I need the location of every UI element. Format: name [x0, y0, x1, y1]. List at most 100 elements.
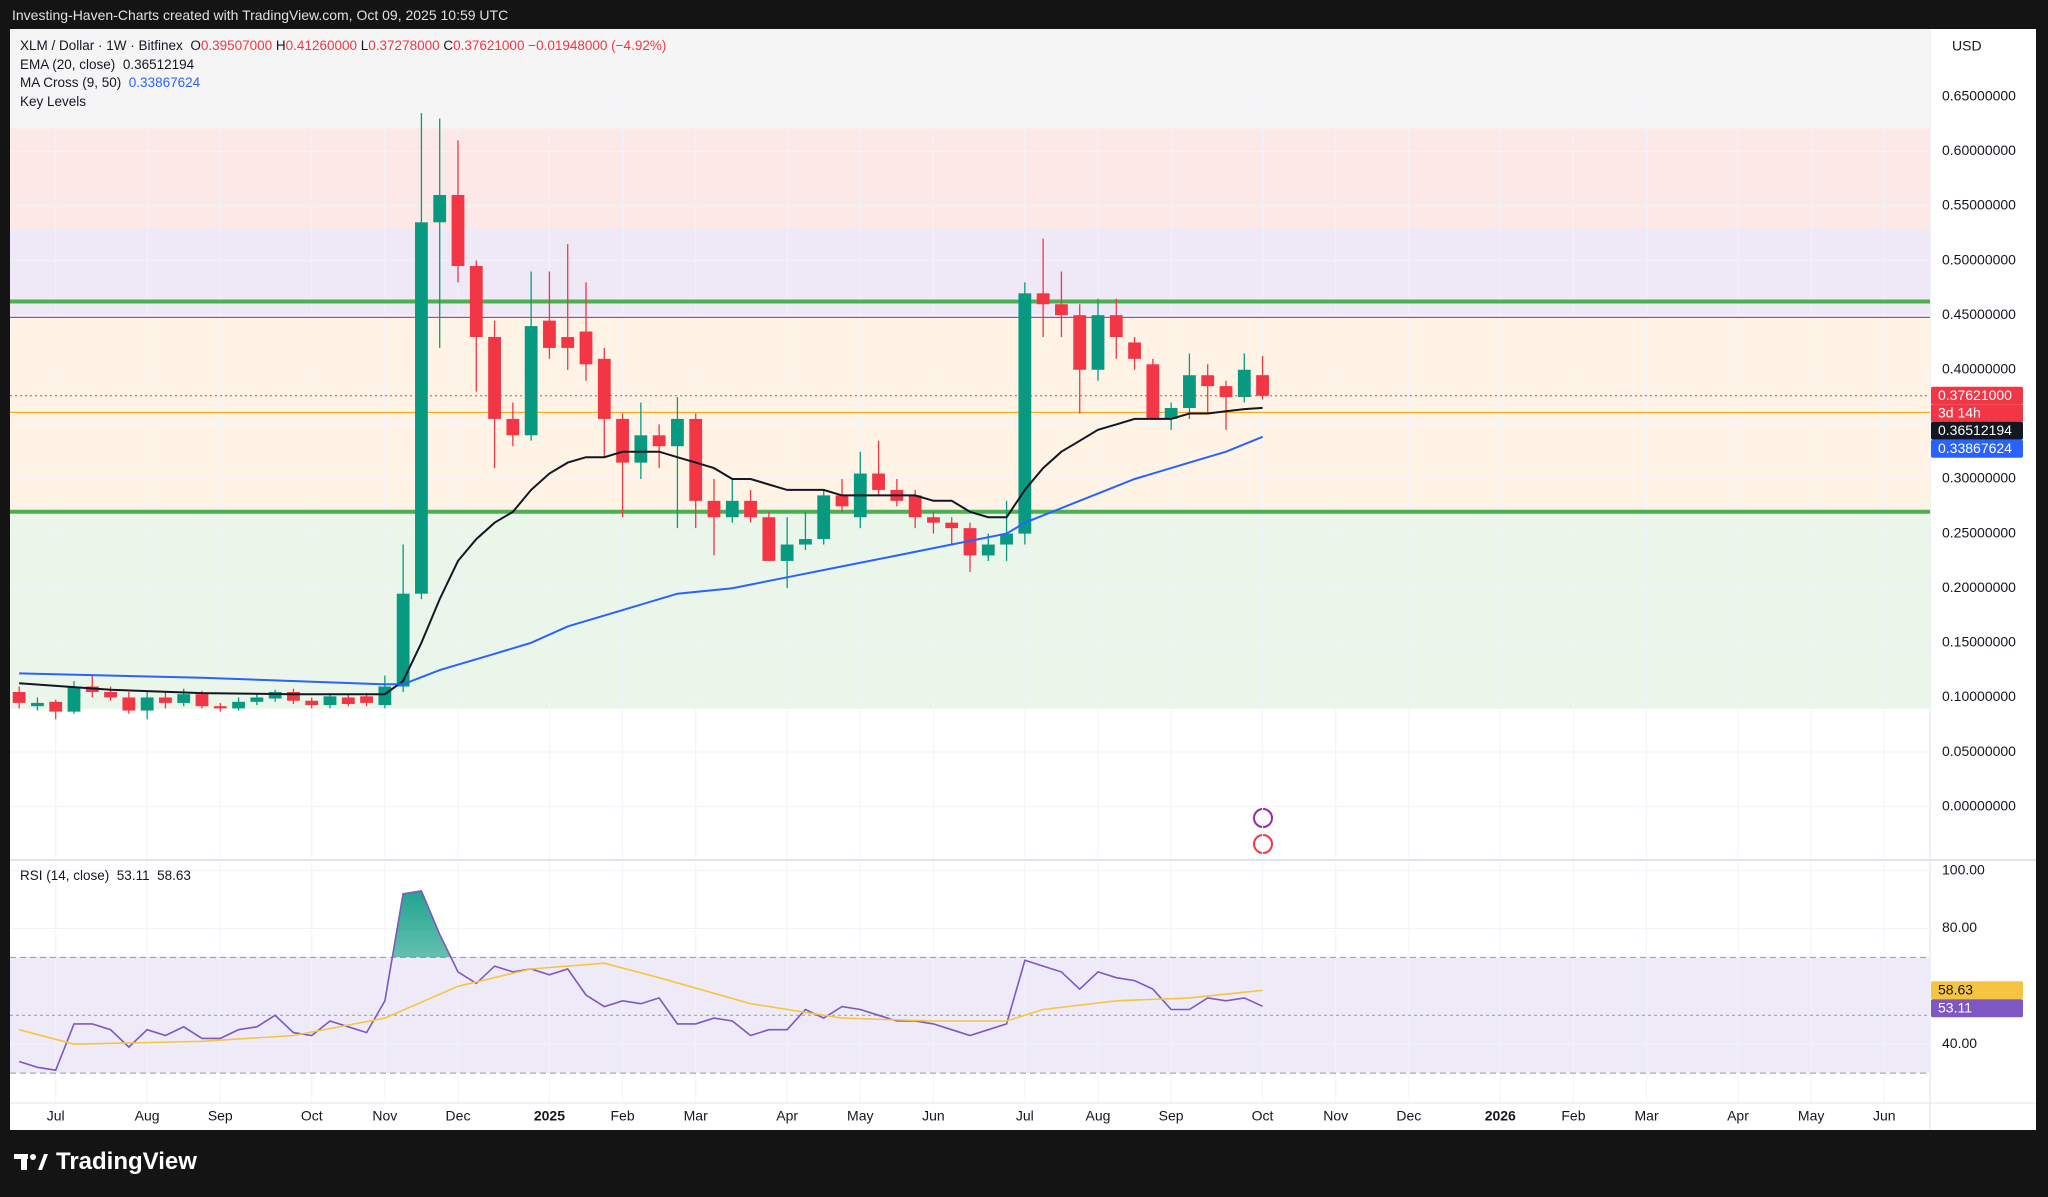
- candle-body: [1164, 408, 1178, 419]
- y-tick-label: 0.00000000: [1942, 797, 2016, 813]
- x-tick-label: Aug: [135, 1108, 160, 1124]
- y-tick-label: 0.60000000: [1942, 142, 2016, 158]
- y-tick-label: 80.00: [1942, 919, 1977, 935]
- badge-note: 3d 14h: [1938, 404, 1981, 420]
- candle-body: [415, 222, 428, 594]
- indicator-name: RSI (14, close): [20, 868, 110, 883]
- candle-body: [817, 495, 831, 540]
- price-badge: [1931, 999, 2023, 1018]
- legend-row: XLM / Dollar · 1W · Bitfinex O0.39507000…: [20, 37, 666, 56]
- candle-body: [927, 517, 940, 523]
- key-level-zone: [10, 317, 1930, 512]
- indicator-value: 0.33867624: [128, 75, 201, 90]
- candle-body: [1146, 364, 1160, 419]
- brand-logo: [14, 1154, 48, 1170]
- ohlc: O0.39507000 H0.41260000 L0.37278000 C0.3…: [190, 38, 528, 53]
- candle-body: [1128, 342, 1141, 359]
- candle-body: [268, 691, 282, 699]
- y-tick-label: 0.40000000: [1942, 360, 2016, 376]
- candle-body: [1036, 293, 1050, 305]
- candle-body: [250, 697, 264, 702]
- key-level-zone: [10, 229, 1930, 318]
- x-tick-label: Oct: [1252, 1108, 1274, 1124]
- price-badge-label: 0.37621000: [1938, 387, 2012, 403]
- candle-body: [67, 686, 81, 712]
- candle-body: [543, 320, 556, 348]
- x-tick-label: Apr: [1727, 1108, 1749, 1124]
- y-tick-label: 0.15000000: [1942, 634, 2016, 650]
- y-tick-label: 0.20000000: [1942, 579, 2016, 595]
- candle-body: [652, 435, 666, 447]
- candle-body: [707, 500, 721, 518]
- candle-body: [671, 418, 684, 447]
- candle-body: [433, 195, 447, 223]
- candle-body: [287, 691, 300, 701]
- candle-body: [469, 266, 483, 338]
- candle-body: [524, 326, 538, 436]
- x-tick-label: Mar: [1635, 1108, 1659, 1124]
- key-level-zone: [10, 128, 1930, 230]
- currency-label: USD: [1952, 38, 1982, 54]
- x-tick-label: Nov: [372, 1108, 397, 1124]
- indicator-value: 58.63: [157, 868, 191, 883]
- candle-body: [872, 473, 885, 490]
- candle-body: [1055, 304, 1068, 316]
- indicator-value: 0.36512194: [122, 56, 195, 72]
- x-tick-label: Nov: [1323, 1108, 1348, 1124]
- x-tick-label: 2025: [534, 1108, 565, 1124]
- candle-body: [396, 593, 410, 687]
- y-tick-label: 0.30000000: [1942, 470, 2016, 486]
- brand-name: TradingView: [56, 1148, 197, 1175]
- candle-body: [725, 500, 739, 518]
- x-tick-label: May: [1798, 1108, 1824, 1124]
- x-tick-label: Oct: [301, 1108, 323, 1124]
- y-tick-label: 0.25000000: [1942, 524, 2016, 540]
- candle-body: [1109, 315, 1123, 338]
- candle-body: [1237, 369, 1251, 398]
- candle-body: [323, 696, 337, 706]
- rsi-line: [18, 890, 1263, 1072]
- x-tick-label: Jun: [1873, 1108, 1896, 1124]
- x-tick-label: May: [847, 1108, 873, 1124]
- candle-body: [1000, 533, 1013, 545]
- y-tick-label: 0.10000000: [1942, 688, 2016, 704]
- candle-body: [305, 700, 319, 706]
- candle-body: [616, 418, 629, 463]
- ohlc-key: C: [443, 38, 454, 53]
- x-tick-label: Mar: [684, 1108, 708, 1124]
- candle-body: [981, 544, 995, 556]
- candle-body: [341, 697, 355, 704]
- ohlc-value: 0.39507000: [200, 38, 273, 53]
- candle-body: [689, 418, 703, 501]
- candle-body: [780, 544, 794, 561]
- candle-body: [360, 696, 373, 703]
- legend-row: Key Levels: [20, 93, 666, 112]
- change: −0.01948000 (−4.92%): [528, 38, 667, 53]
- candle-body: [122, 697, 136, 711]
- candle-body: [1256, 375, 1269, 396]
- x-tick-label: Apr: [776, 1108, 798, 1124]
- ohlc-key: O: [190, 38, 201, 53]
- candle-body: [488, 337, 501, 419]
- candle-body: [451, 195, 465, 267]
- candle-body: [104, 691, 117, 698]
- indicator-name: MA Cross (9, 50): [20, 75, 122, 90]
- candle-body: [232, 701, 245, 709]
- legend-row: EMA (20, close) 0.36512194: [20, 56, 666, 75]
- x-tick-label: Dec: [1396, 1108, 1421, 1124]
- x-tick-label: Jun: [922, 1108, 945, 1124]
- x-tick-label: Sep: [208, 1108, 233, 1124]
- y-tick-label: 0.65000000: [1942, 87, 2016, 103]
- ohlc-key: H: [275, 38, 286, 53]
- indicator-line: [19, 435, 1263, 686]
- price-badge: [1931, 421, 2023, 440]
- x-tick-label: Jul: [47, 1108, 65, 1124]
- ohlc-value: 0.37278000: [368, 38, 440, 53]
- y-tick-label: 0.45000000: [1942, 306, 2016, 322]
- indicator-value: 53.11: [116, 868, 150, 883]
- rsi-legend: RSI (14, close) 53.11 58.63: [20, 868, 191, 883]
- candle-body: [378, 686, 392, 706]
- x-tick-label: Dec: [446, 1108, 471, 1124]
- x-tick-label: Feb: [611, 1108, 635, 1124]
- overbought-fill: [392, 890, 451, 958]
